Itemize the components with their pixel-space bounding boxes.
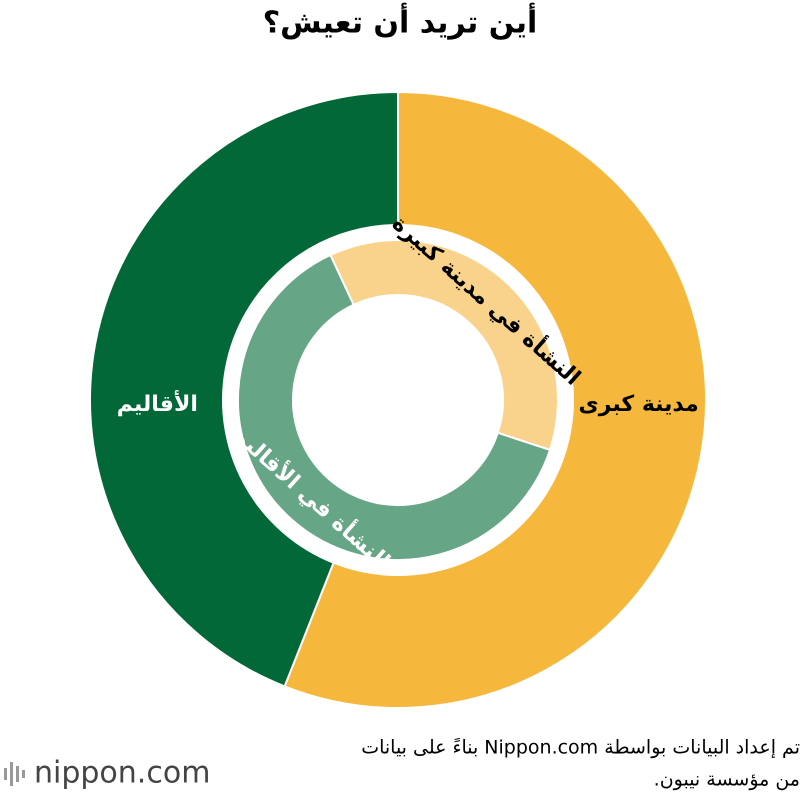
donut-segment [89,90,399,688]
chart-title: أين تريد أن تعيش؟ [263,3,538,41]
logo-icon [4,762,25,786]
source-line: تم إعداد البيانات بواسطة Nippon.com بناء… [361,737,800,760]
source-line: من مؤسسة نيبون. [654,769,800,791]
segment-label: الأقاليم [117,389,198,417]
segment-label: مدينة كبرى [579,392,699,417]
donut-segment [283,90,707,709]
donut-segment [329,239,559,452]
logo: nippon.com [34,756,210,791]
donut-segment [237,253,552,561]
